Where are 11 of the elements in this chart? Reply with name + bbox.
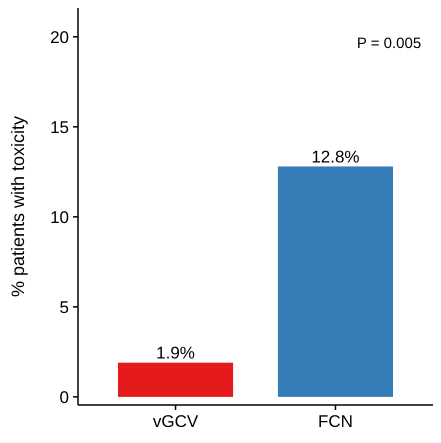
data-label: 12.8%	[311, 147, 360, 166]
y-axis-title: % patients with toxicity	[8, 116, 28, 298]
x-tick-label: FCN	[318, 412, 353, 431]
data-label: 1.9%	[156, 344, 195, 363]
x-tick-label: vGCV	[152, 412, 199, 431]
y-tick-label: 15	[50, 118, 69, 137]
y-tick-label: 10	[50, 208, 69, 227]
y-tick-label: 5	[60, 298, 69, 317]
y-tick-label: 20	[50, 28, 69, 47]
y-tick-label: 0	[60, 388, 69, 407]
annotation: P = 0.005	[356, 35, 422, 52]
